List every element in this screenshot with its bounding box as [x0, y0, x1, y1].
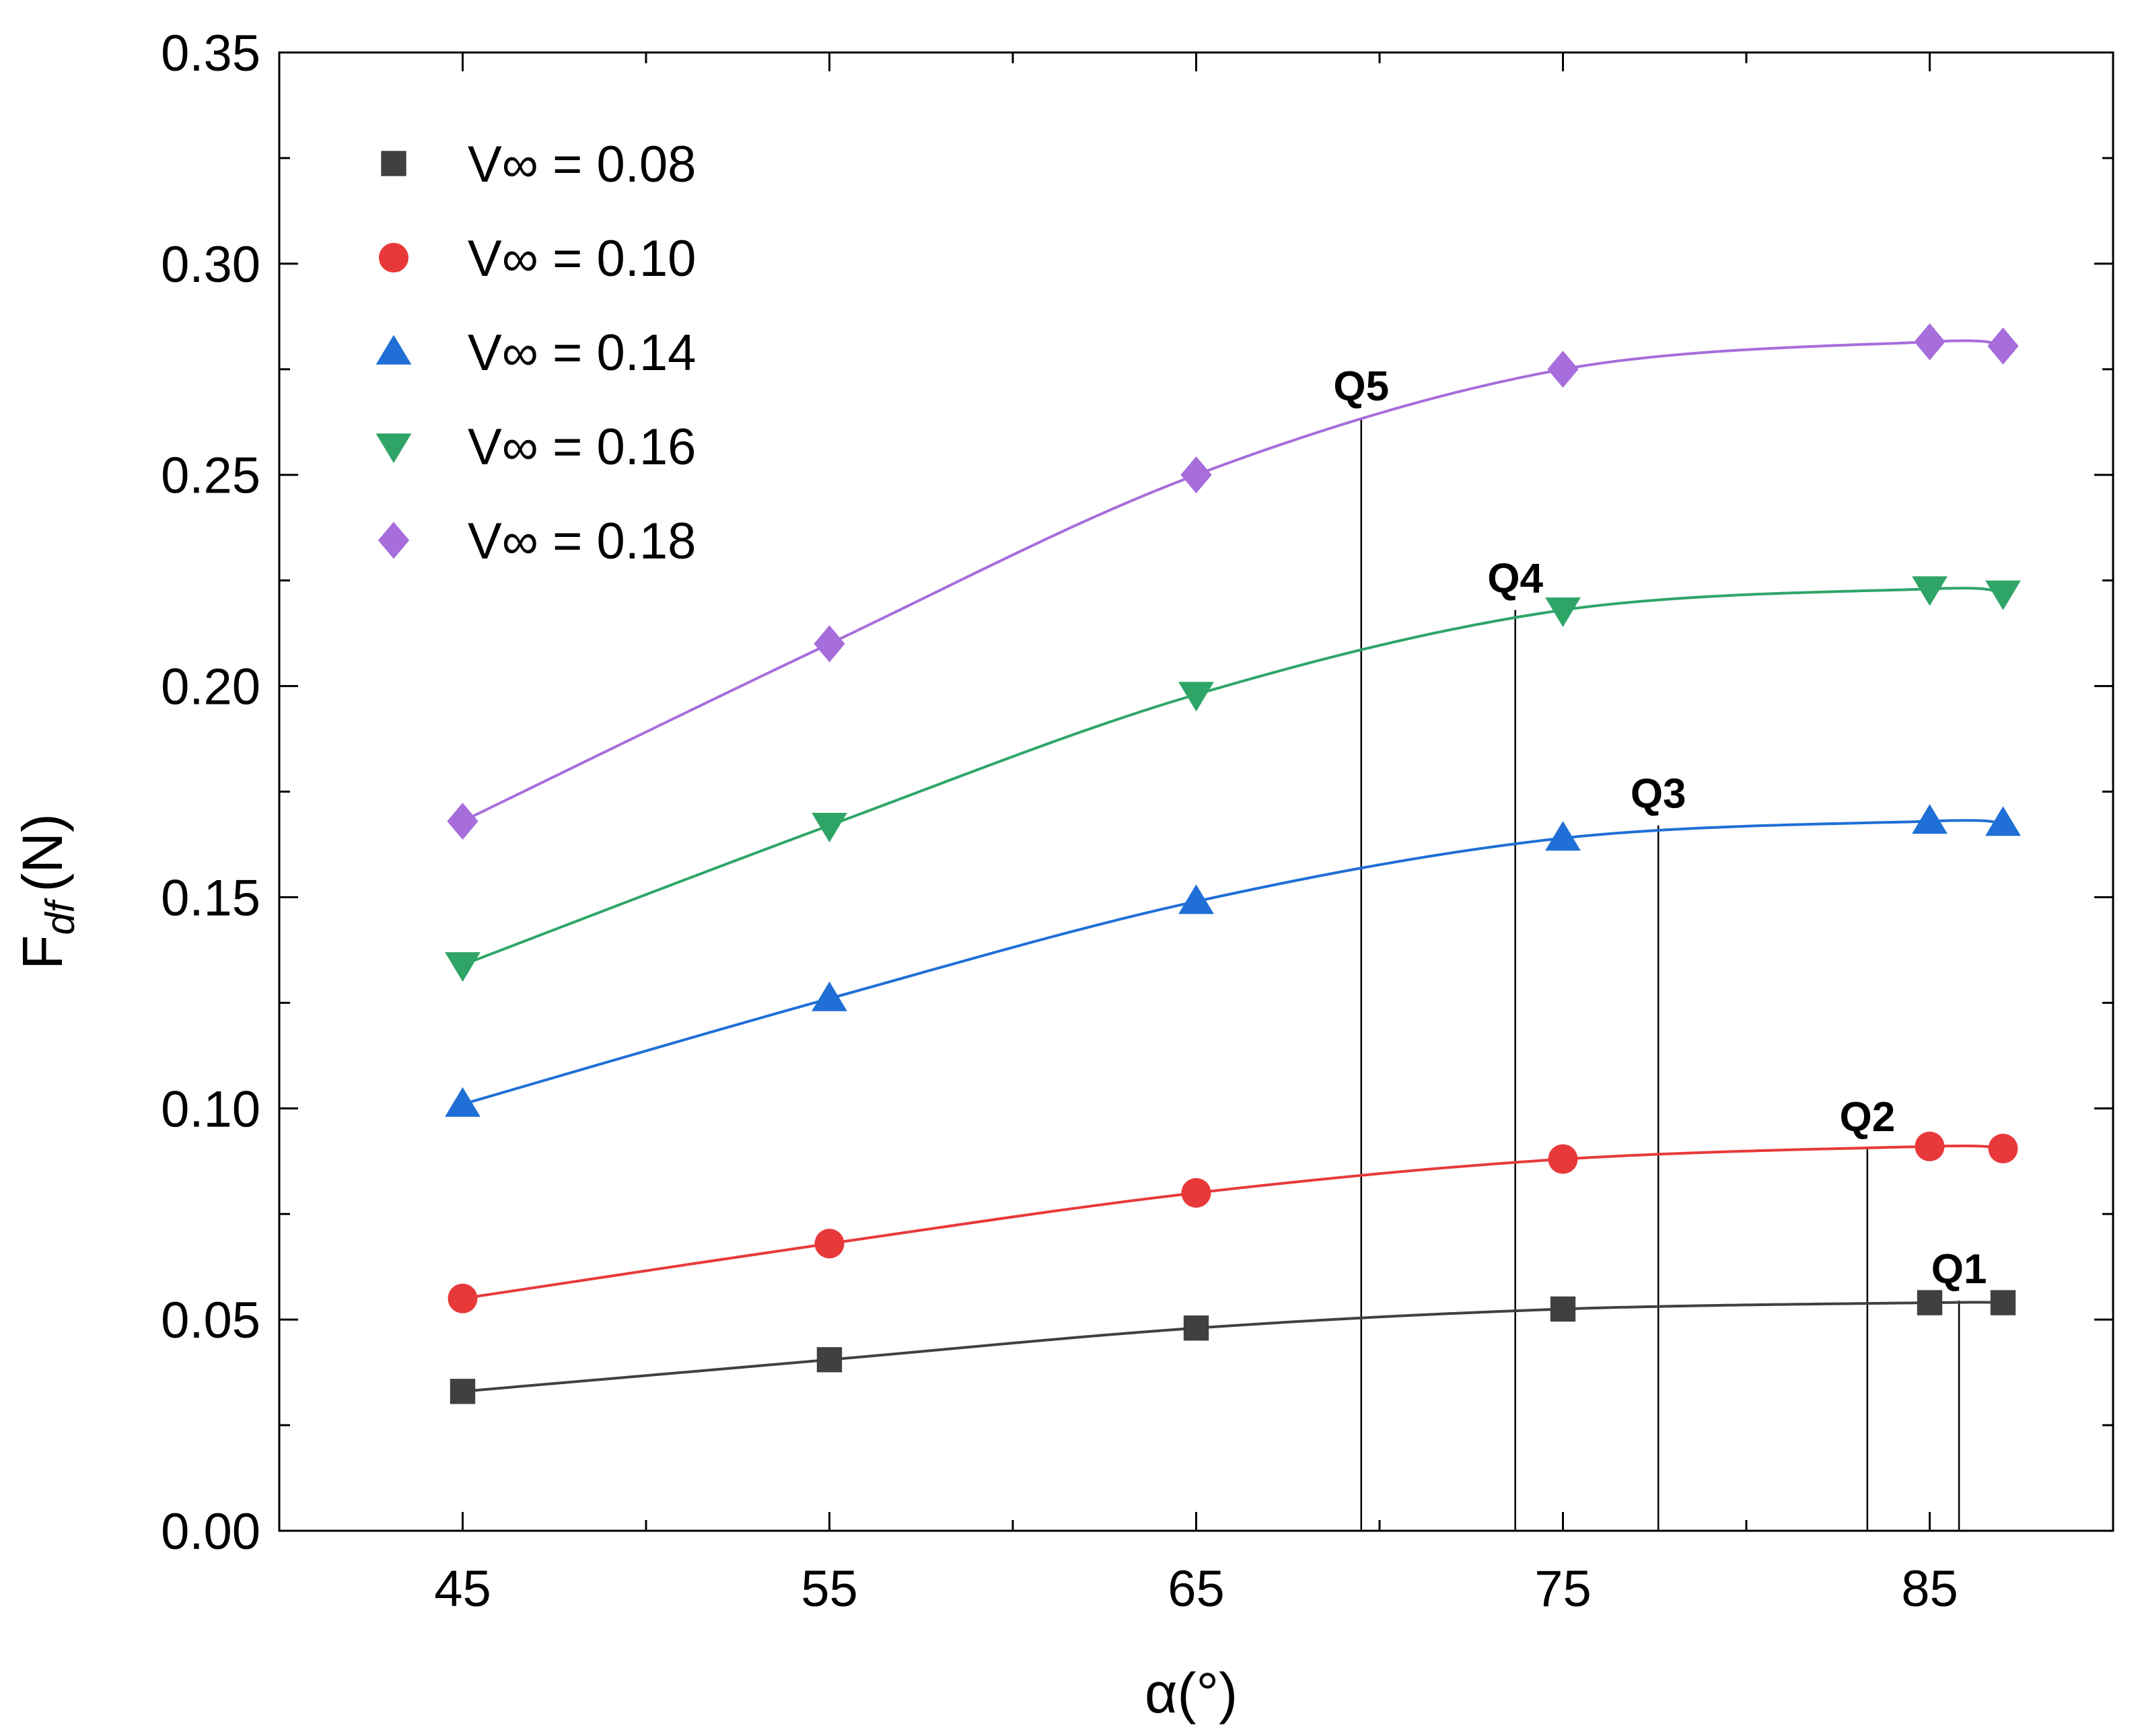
data-point: [1987, 327, 2019, 365]
x-tick-label: 85: [1901, 1560, 1958, 1618]
data-point: [1985, 806, 2021, 836]
legend-label: V∞ = 0.10: [468, 230, 696, 287]
data-point: [1180, 456, 1212, 494]
y-axis-title-main: F: [11, 935, 74, 970]
y-tick-label: 0.10: [161, 1081, 260, 1138]
data-point: [812, 813, 847, 843]
y-tick-label: 0.35: [161, 25, 260, 82]
annotation-label-q1: Q1: [1931, 1246, 1987, 1293]
data-point: [1550, 1296, 1576, 1322]
y-axis-title: Fdf (N): [11, 813, 83, 970]
legend-marker: [376, 433, 412, 464]
y-tick-label: 0.00: [161, 1503, 260, 1560]
annotation-label-q5: Q5: [1333, 363, 1389, 410]
legend-label: V∞ = 0.08: [468, 136, 696, 193]
data-point: [814, 1229, 845, 1259]
data-point: [1988, 1133, 2018, 1163]
legend-marker: [381, 151, 406, 176]
data-point: [1548, 1144, 1578, 1174]
data-point: [1181, 1178, 1211, 1208]
data-point: [1914, 323, 1946, 361]
x-tick-label: 75: [1534, 1560, 1592, 1618]
legend-marker: [379, 243, 408, 273]
data-point: [1545, 597, 1581, 627]
x-tick-label: 65: [1168, 1560, 1225, 1618]
data-point: [445, 1087, 480, 1117]
x-tick-label: 45: [434, 1560, 491, 1618]
data-point: [1183, 1315, 1209, 1341]
data-point: [1990, 1290, 2016, 1315]
data-point: [1912, 576, 1948, 606]
data-point: [450, 1379, 476, 1404]
data-point: [1915, 1131, 1945, 1161]
legend-marker: [378, 521, 410, 559]
y-tick-label: 0.25: [161, 447, 260, 505]
series-line-0: [462, 1301, 2003, 1393]
legend-label: V∞ = 0.18: [468, 513, 696, 570]
y-tick-label: 0.20: [161, 659, 260, 716]
data-point: [814, 625, 845, 663]
series-line-4: [462, 339, 2003, 823]
legend-label: V∞ = 0.16: [468, 419, 696, 476]
data-point: [1917, 1290, 1943, 1315]
data-point: [447, 802, 478, 840]
data-point: [812, 981, 847, 1011]
annotation-label-q2: Q2: [1839, 1094, 1895, 1141]
x-tick-label: 55: [801, 1560, 858, 1618]
annotation-label-q4: Q4: [1487, 556, 1543, 602]
data-point: [1545, 821, 1581, 851]
x-axis-title: α(°): [1145, 1661, 1238, 1725]
svg-text:Fdf(N): Fdf (N): [11, 813, 83, 970]
annotation-label-q3: Q3: [1631, 771, 1686, 818]
series-line-1: [462, 1145, 2003, 1300]
y-axis-title-unit: (N): [11, 813, 74, 892]
series-line-2: [462, 819, 2003, 1106]
y-tick-label: 0.05: [161, 1292, 260, 1349]
data-point: [448, 1283, 478, 1313]
data-point: [445, 952, 480, 982]
data-point: [816, 1347, 843, 1373]
data-point: [1985, 580, 2021, 610]
plot-area: 45 55 65 75 85 0.00 0.05 0.10 0.15 0.20 0.25 0.30 0.…: [161, 25, 2114, 1618]
data-point: [1912, 804, 1948, 834]
y-axis-title-subscript: df: [38, 898, 83, 935]
data-point: [1178, 682, 1214, 712]
series-line-3: [462, 587, 2003, 966]
legend-label: V∞ = 0.14: [468, 324, 696, 382]
data-point: [1547, 351, 1579, 388]
y-tick-label: 0.30: [161, 236, 260, 293]
legend-marker: [376, 334, 412, 365]
y-tick-label: 0.15: [161, 869, 260, 927]
data-point: [1178, 884, 1214, 914]
